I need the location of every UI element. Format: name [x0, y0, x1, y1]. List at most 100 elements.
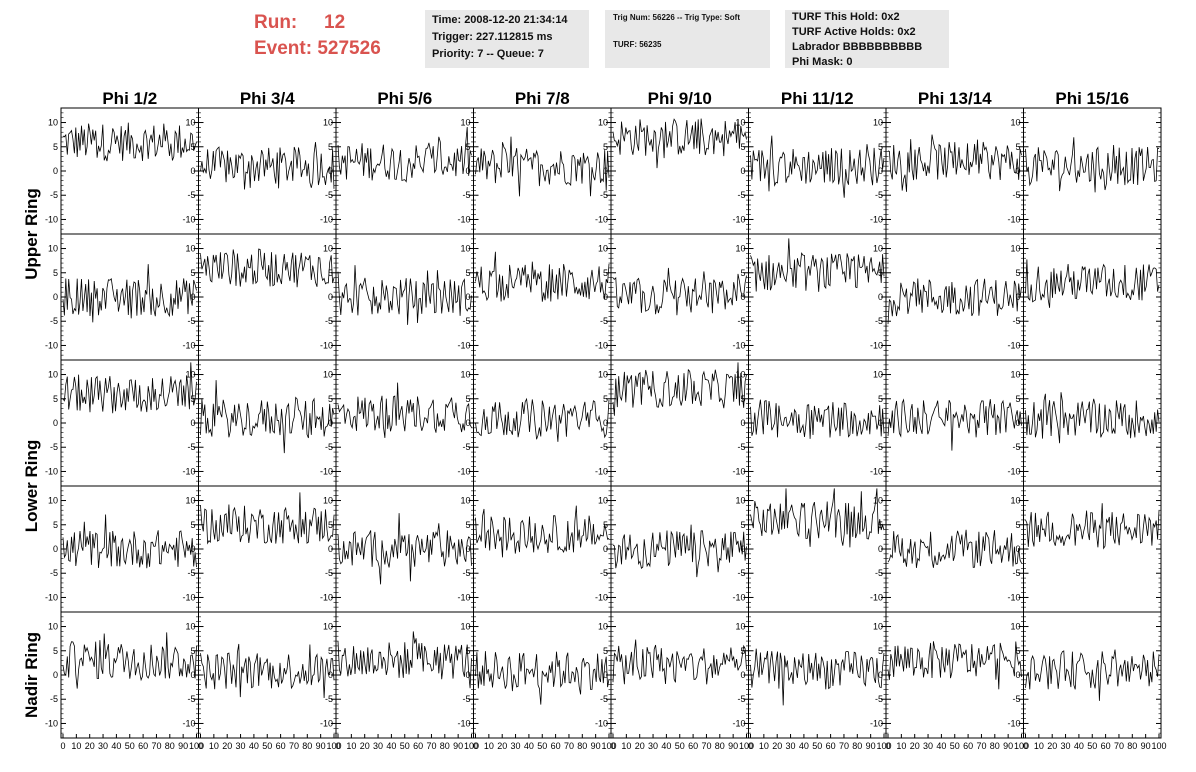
plot-panel [473, 359, 612, 487]
x-tick-label: 50 [1087, 741, 1097, 751]
x-tick-label: 30 [511, 741, 521, 751]
x-tick-label: 0 [473, 741, 478, 751]
waveform-trace [337, 513, 472, 585]
y-tick-label: 5 [328, 394, 333, 404]
y-tick-label: 0 [465, 670, 470, 680]
x-tick-label: 60 [688, 741, 698, 751]
y-tick-label: 10 [48, 622, 58, 632]
y-tick-label: 0 [603, 292, 608, 302]
x-tick-label: 0 [335, 741, 340, 751]
y-tick-label: 0 [328, 418, 333, 428]
plot-panel [885, 359, 1024, 487]
waveform-trace [200, 643, 335, 699]
y-tick-label: 0 [740, 544, 745, 554]
y-tick-label: -10 [182, 718, 195, 728]
column-header: Phi 1/2 [102, 89, 157, 108]
y-tick-label: 10 [48, 496, 58, 506]
x-tick-label: 50 [537, 741, 547, 751]
x-tick-label: 0 [60, 741, 65, 751]
y-tick-label: 10 [735, 244, 745, 254]
y-tick-label: -10 [320, 214, 333, 224]
y-tick-label: 5 [1015, 520, 1020, 530]
y-tick-label: -5 [737, 190, 745, 200]
waveform-trace [200, 380, 335, 454]
plot-panel [60, 485, 199, 613]
event-label: Event: [254, 38, 313, 59]
y-tick-label: 5 [603, 394, 608, 404]
run-label: Run: [254, 12, 298, 33]
y-tick-label: 0 [603, 166, 608, 176]
y-tick-label: 0 [740, 670, 745, 680]
x-tick-label: 80 [302, 741, 312, 751]
waveform-trace [337, 265, 472, 325]
y-tick-label: 5 [328, 520, 333, 530]
run-value: 12 [324, 12, 346, 33]
row-header: Nadir Ring [22, 632, 41, 718]
column-header: Phi 13/14 [918, 89, 992, 108]
y-tick-label: -5 [875, 316, 883, 326]
x-tick-label: 0 [885, 741, 890, 751]
waveform-trace [612, 524, 747, 578]
y-tick-label: 5 [190, 646, 195, 656]
y-tick-label: 0 [878, 166, 883, 176]
x-tick-label: 10 [209, 741, 219, 751]
priority-text: Priority: 7 -- Queue: 7 [432, 48, 544, 60]
x-tick-label: 90 [178, 741, 188, 751]
x-tick-label: 0 [610, 741, 615, 751]
time-info-panel: Time: 2008-12-20 21:34:14 Trigger: 227.1… [425, 10, 589, 68]
waveform-trace [1025, 392, 1160, 444]
x-tick-label: 50 [125, 741, 135, 751]
y-tick-label: -5 [875, 190, 883, 200]
y-tick-label: 0 [1015, 166, 1020, 176]
plot-panel [885, 611, 1024, 739]
y-tick-label: 5 [740, 520, 745, 530]
x-tick-label: 10 [71, 741, 81, 751]
waveform-trace [475, 505, 610, 558]
y-tick-label: 5 [328, 142, 333, 152]
plot-panel [610, 611, 749, 739]
y-tick-label: -10 [595, 340, 608, 350]
plot-panel [885, 107, 1024, 235]
y-tick-label: 10 [873, 496, 883, 506]
y-tick-label: -10 [732, 214, 745, 224]
y-tick-label: 10 [323, 244, 333, 254]
y-tick-label: -10 [1007, 214, 1020, 224]
y-tick-label: 0 [190, 670, 195, 680]
plot-panel [473, 107, 612, 235]
y-tick-label: -5 [600, 694, 608, 704]
y-tick-label: 10 [735, 622, 745, 632]
y-tick-label: -10 [1007, 592, 1020, 602]
y-tick-label: -5 [737, 568, 745, 578]
y-tick-label: -5 [187, 442, 195, 452]
waveform-trace [337, 126, 472, 183]
waveform-trace [887, 134, 1022, 192]
y-tick-label: 10 [1010, 496, 1020, 506]
y-tick-label: 5 [1015, 394, 1020, 404]
y-tick-label: 0 [603, 418, 608, 428]
waveform-trace [475, 136, 610, 197]
x-tick-label: 70 [701, 741, 711, 751]
x-tick-label: 10 [896, 741, 906, 751]
x-tick-label: 60 [138, 741, 148, 751]
event-value: 527526 [317, 38, 381, 59]
x-tick-label: 80 [440, 741, 450, 751]
y-tick-label: 10 [460, 622, 470, 632]
y-tick-label: 5 [465, 646, 470, 656]
waveform-trace [887, 278, 1022, 325]
x-tick-label: 90 [728, 741, 738, 751]
y-tick-label: -5 [50, 694, 58, 704]
x-tick-label: 100 [326, 741, 341, 751]
y-tick-label: 10 [323, 118, 333, 128]
waveform-trace [612, 362, 747, 416]
turf-active-text: TURF Active Holds: 0x2 [792, 26, 916, 38]
y-tick-label: -5 [325, 568, 333, 578]
x-tick-label: 30 [786, 741, 796, 751]
waveform-trace [475, 251, 610, 302]
y-tick-label: -5 [600, 442, 608, 452]
trigger-text: Trigger: 227.112815 ms [432, 31, 553, 43]
x-tick-label: 50 [950, 741, 960, 751]
x-tick-label: 30 [236, 741, 246, 751]
x-tick-label: 20 [635, 741, 645, 751]
plot-panel [885, 485, 1024, 613]
y-tick-label: -10 [595, 214, 608, 224]
